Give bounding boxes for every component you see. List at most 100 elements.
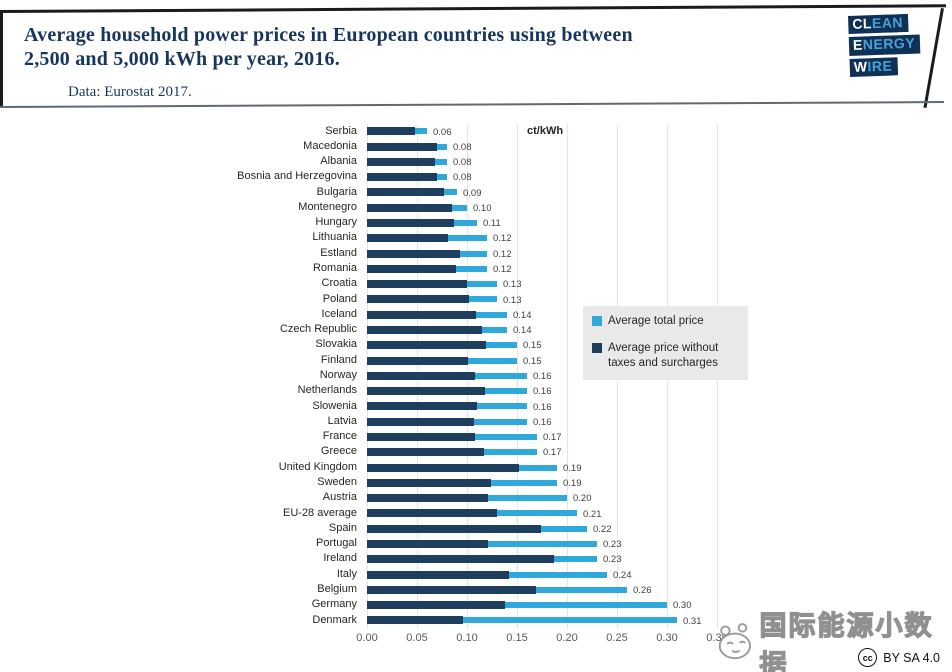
country-label: Lithuania — [312, 231, 357, 244]
bar-average-total-price — [367, 617, 677, 624]
bar-price-without-taxes — [367, 601, 505, 610]
chart-row: Albania 0.08 — [0, 154, 952, 169]
chart-row: Portugal 0.23 — [0, 536, 952, 551]
country-label: Slowenia — [312, 399, 357, 412]
legend-swatch-total — [592, 316, 602, 326]
country-label: Serbia — [325, 124, 357, 137]
country-label: Latvia — [327, 414, 357, 427]
value-label: 0.13 — [503, 294, 522, 306]
value-label: 0.14 — [513, 309, 532, 321]
country-label: France — [322, 430, 357, 443]
x-tick-label: 0.25 — [606, 632, 628, 644]
value-label: 0.14 — [513, 325, 532, 337]
license-text: BY SA 4.0 — [883, 650, 940, 665]
country-label: Montenegro — [298, 200, 357, 213]
bar-price-without-taxes — [367, 402, 477, 411]
value-label: 0.10 — [473, 202, 492, 214]
header-border-left — [0, 10, 3, 108]
value-label: 0.19 — [563, 478, 582, 490]
bar-price-without-taxes — [367, 616, 463, 625]
x-tick-label: 0.30 — [656, 632, 678, 644]
bar-price-without-taxes — [367, 463, 519, 472]
gridline — [567, 124, 568, 629]
value-label: 0.16 — [533, 401, 552, 413]
data-source-note: Data: Eurostat 2017. — [68, 84, 192, 100]
chart-row: Czech Republic 0.14 — [0, 322, 952, 337]
bar-price-without-taxes — [367, 585, 536, 594]
country-label: Croatia — [321, 277, 357, 290]
legend-label: Average price without taxes and surcharg… — [608, 341, 719, 369]
value-label: 0.12 — [493, 248, 512, 260]
bar-price-without-taxes — [367, 188, 444, 197]
chart-row: Estland 0.12 — [0, 246, 952, 261]
bar-price-without-taxes — [367, 219, 454, 227]
chart-row: Sweden 0.19 — [0, 475, 952, 490]
country-label: Belgium — [317, 583, 357, 596]
chart-row: United Kingdom 0.19 — [0, 460, 952, 475]
chart-row: Austria 0.20 — [0, 490, 952, 505]
bar-price-without-taxes — [367, 524, 541, 533]
chart-row: Finland 0.15 — [0, 353, 952, 368]
country-label: Netherlands — [297, 384, 357, 397]
bar-price-without-taxes — [367, 494, 488, 503]
country-label: Sweden — [317, 476, 357, 489]
country-label: Albania — [320, 155, 357, 168]
x-tick-label: 0.15 — [506, 632, 528, 644]
country-label: Bulgaria — [316, 185, 357, 198]
value-label: 0.23 — [603, 539, 622, 551]
country-label: Bosnia and Herzegovina — [237, 170, 357, 183]
value-label: 0.17 — [543, 447, 562, 459]
country-label: Finland — [320, 353, 357, 366]
bar-price-without-taxes — [367, 356, 468, 365]
chart-row: Slowenia 0.16 — [0, 399, 952, 414]
bar-price-without-taxes — [367, 417, 474, 426]
cc-icon: cc — [858, 648, 878, 667]
country-label: United Kingdom — [278, 460, 357, 473]
country-label: Estland — [320, 246, 357, 259]
country-label: Poland — [322, 292, 357, 305]
chart-row: Belgium 0.26 — [0, 582, 952, 597]
country-label: Romania — [312, 262, 357, 275]
title-line-2: 2,500 and 5,000 kWh per year, 2016. — [24, 47, 340, 70]
value-label: 0.17 — [543, 432, 562, 444]
x-tick-label: 0.05 — [406, 632, 428, 644]
value-label: 0.12 — [493, 264, 512, 276]
license-line: cc BY SA 4.0 — [858, 648, 940, 667]
chart-row: Hungary 0.11 — [0, 215, 952, 230]
chart-row: Slovakia 0.15 — [0, 337, 952, 352]
legend-label: Average total price — [608, 315, 704, 327]
x-tick-label: 0.10 — [456, 632, 478, 644]
chart-row: Italy 0.24 — [0, 567, 952, 582]
bar-price-without-taxes — [367, 264, 456, 273]
watermark: 国际能源小数据 — [714, 604, 952, 672]
panda-icon — [718, 623, 751, 660]
title-line-1: Average household power prices in Europe… — [24, 24, 633, 46]
country-label: Norway — [319, 369, 357, 382]
bar-price-without-taxes — [367, 127, 415, 136]
country-label: Czech Republic — [279, 323, 357, 336]
bar-price-without-taxes — [367, 310, 476, 319]
bar-price-without-taxes — [367, 341, 486, 350]
country-label: Italy — [336, 567, 357, 580]
value-label: 0.13 — [503, 279, 522, 291]
bar-price-without-taxes — [367, 234, 448, 243]
value-label: 0.16 — [533, 416, 552, 428]
country-label: Portugal — [316, 537, 357, 550]
value-label: 0.08 — [453, 172, 472, 184]
value-label: 0.11 — [483, 218, 501, 230]
bar-price-without-taxes — [367, 570, 509, 579]
country-label: Greece — [320, 445, 357, 458]
bar-price-without-taxes — [367, 509, 497, 518]
bar-price-without-taxes — [367, 555, 554, 564]
x-tick-label: 0.00 — [356, 632, 378, 644]
country-label: Iceland — [321, 307, 357, 320]
legend: Average total price Average price withou… — [583, 306, 748, 380]
chart-row: Croatia 0.13 — [0, 276, 952, 291]
bar-price-without-taxes — [367, 448, 484, 457]
country-label: EU-28 average — [283, 506, 357, 519]
value-label: 0.20 — [573, 493, 592, 505]
bar-average-total-price — [367, 602, 667, 609]
chart-row: Greece 0.17 — [0, 444, 952, 459]
